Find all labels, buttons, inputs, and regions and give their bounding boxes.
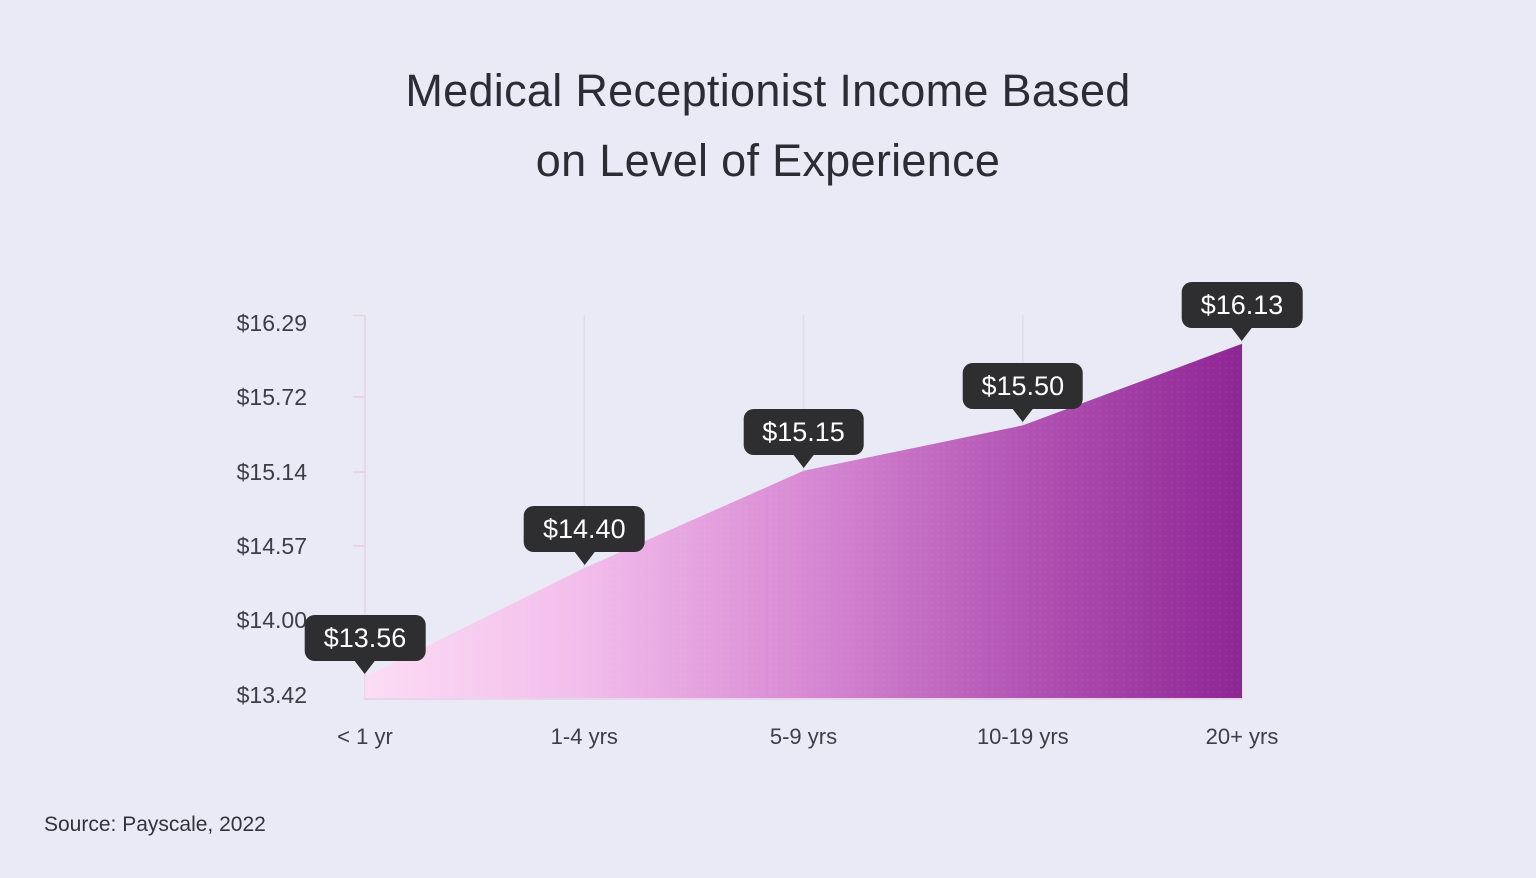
value-tooltip: $13.56 (304, 614, 426, 661)
x-axis-label: 1-4 yrs (550, 724, 618, 749)
y-axis-label: $15.14 (236, 459, 307, 486)
chart-title: Medical Receptionist Income Based on Lev… (0, 56, 1536, 196)
y-axis-label: $16.29 (236, 310, 307, 336)
x-axis-label: 20+ yrs (1205, 724, 1279, 749)
x-axis-label: 10-19 yrs (976, 724, 1069, 749)
value-tooltip: $15.50 (962, 363, 1084, 410)
chart-title-line1: Medical Receptionist Income Based (405, 65, 1131, 116)
y-axis-label: $15.72 (236, 383, 307, 410)
x-axis-label: 5-9 yrs (769, 724, 838, 749)
y-axis-label: $13.42 (236, 682, 307, 708)
y-axis-label: $14.57 (236, 532, 307, 559)
y-axis-label: $14.00 (236, 606, 307, 633)
chart-title-line2: on Level of Experience (535, 135, 1001, 186)
area-series-texture (365, 343, 1242, 700)
value-tooltip: $16.13 (1181, 281, 1303, 328)
value-tooltip: $14.40 (524, 506, 645, 552)
value-tooltip: $15.15 (743, 408, 864, 455)
source-caption: Source: Payscale, 2022 (44, 813, 266, 836)
x-axis-label: < 1 yr (337, 724, 393, 749)
y-axis (353, 314, 366, 700)
